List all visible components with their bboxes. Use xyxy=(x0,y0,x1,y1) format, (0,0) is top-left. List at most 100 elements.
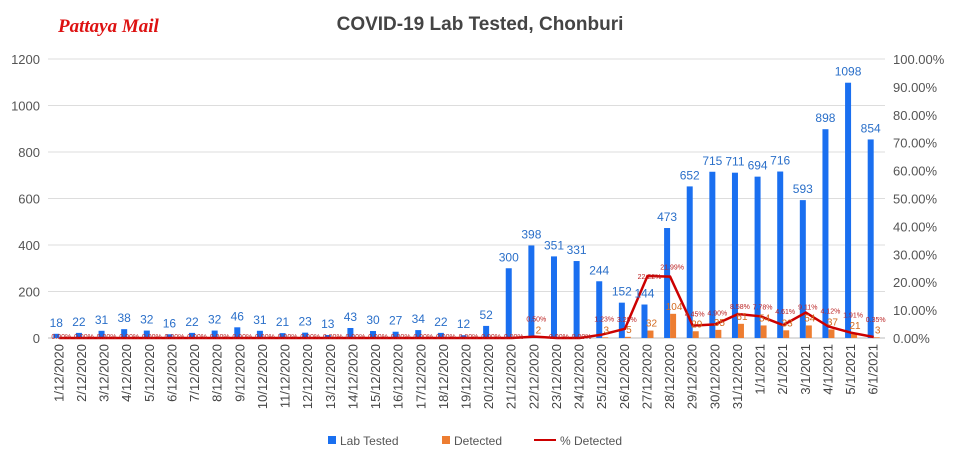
bar-lab-tested xyxy=(324,334,331,338)
data-label-lab-tested: 32 xyxy=(140,313,154,327)
bar-lab-tested xyxy=(799,200,806,338)
chart-title: COVID-19 Lab Tested, Chonburi xyxy=(336,14,624,35)
x-tick-label: 7/12/2020 xyxy=(187,344,202,402)
x-tick-label: 3/12/2020 xyxy=(97,344,112,402)
bar-lab-tested xyxy=(437,332,444,338)
bar-lab-tested xyxy=(867,139,874,338)
data-label-pct: 3.29% xyxy=(617,317,637,324)
bar-lab-tested xyxy=(754,176,761,338)
data-label-pct: 0.00% xyxy=(368,334,388,341)
y2-tick-label: 50.00% xyxy=(893,192,938,207)
data-label-lab-tested: 152 xyxy=(612,285,632,299)
bar-lab-tested xyxy=(143,330,150,338)
data-label-pct: 21.99% xyxy=(660,265,684,272)
data-label-detected: 33 xyxy=(782,318,794,329)
data-label-pct: 0.00% xyxy=(51,334,71,341)
data-label-pct: 0.00% xyxy=(278,334,298,341)
data-label-pct: 0.00% xyxy=(323,334,343,341)
x-tick-label: 3/1/2021 xyxy=(798,344,813,395)
data-label-lab-tested: 32 xyxy=(208,313,222,327)
y-tick-label: 1200 xyxy=(11,52,40,67)
bar-lab-tested xyxy=(279,333,286,338)
data-label-pct: 8.58% xyxy=(730,304,750,311)
data-label-pct: 7.78% xyxy=(753,304,773,311)
x-tick-label: 2/1/2021 xyxy=(775,344,790,395)
x-tick-label: 21/12/2020 xyxy=(504,344,519,409)
y2-tick-label: 80.00% xyxy=(893,108,938,123)
data-label-pct: 4.61% xyxy=(775,309,795,316)
y-tick-label: 400 xyxy=(18,238,40,253)
data-label-lab-tested: 22 xyxy=(185,315,199,329)
data-label-lab-tested: 300 xyxy=(499,250,519,264)
x-tick-label: 30/12/2020 xyxy=(707,344,722,409)
data-label-pct: 0.00% xyxy=(300,334,320,341)
data-label-lab-tested: 31 xyxy=(95,313,109,327)
data-label-pct: 9.11% xyxy=(798,305,817,312)
x-tick-label: 17/12/2020 xyxy=(413,344,428,409)
data-label-lab-tested: 34 xyxy=(412,312,426,326)
data-label-lab-tested: 1098 xyxy=(835,65,862,79)
bar-lab-tested xyxy=(302,332,309,338)
data-label-lab-tested: 244 xyxy=(589,263,609,277)
bar-detected xyxy=(647,330,654,338)
data-label-pct: 0.50% xyxy=(526,317,546,324)
data-label-pct: 4.45% xyxy=(685,312,705,319)
bar-lab-tested xyxy=(370,331,377,338)
bar-detected xyxy=(828,329,835,338)
data-label-lab-tested: 22 xyxy=(72,315,86,329)
data-label-pct: 0.00% xyxy=(142,334,162,341)
bar-lab-tested xyxy=(596,281,603,338)
data-label-detected: 61 xyxy=(736,312,748,323)
data-label-lab-tested: 854 xyxy=(861,121,881,135)
line-pct-detected xyxy=(59,274,874,340)
bar-lab-tested xyxy=(709,171,716,338)
data-label-lab-tested: 22 xyxy=(434,315,448,329)
x-tick-label: 16/12/2020 xyxy=(391,344,406,409)
data-label-lab-tested: 46 xyxy=(231,309,245,323)
y-tick-label: 200 xyxy=(18,285,40,300)
bar-lab-tested xyxy=(777,171,784,338)
bar-detected xyxy=(851,333,858,338)
y2-tick-label: 40.00% xyxy=(893,219,938,234)
data-label-lab-tested: 13 xyxy=(321,317,335,331)
bar-lab-tested xyxy=(460,335,467,338)
x-tick-label: 11/12/2020 xyxy=(278,344,293,408)
data-label-lab-tested: 351 xyxy=(544,238,564,252)
x-tick-label: 6/12/2020 xyxy=(164,344,179,402)
data-label-lab-tested: 694 xyxy=(748,159,768,173)
bar-lab-tested xyxy=(75,332,82,338)
data-label-pct: 0.00% xyxy=(391,334,411,341)
x-tick-label: 26/12/2020 xyxy=(617,344,632,409)
bar-lab-tested xyxy=(211,330,218,338)
data-label-detected: 29 xyxy=(691,319,703,330)
x-tick-label: 8/12/2020 xyxy=(210,344,225,402)
bar-detected xyxy=(737,323,744,338)
bar-detected xyxy=(602,337,609,338)
x-tick-label: 24/12/2020 xyxy=(572,344,587,409)
x-tick-label: 19/12/2020 xyxy=(459,344,474,409)
data-label-detected: 54 xyxy=(804,313,816,324)
legend-label: % Detected xyxy=(560,434,622,448)
bar-lab-tested xyxy=(166,334,173,338)
bar-lab-tested xyxy=(822,129,829,338)
bar-lab-tested xyxy=(53,333,60,338)
data-label-lab-tested: 38 xyxy=(117,311,131,325)
data-label-pct: 0.00% xyxy=(413,334,433,341)
data-label-lab-tested: 18 xyxy=(50,316,64,330)
x-tick-label: 9/12/2020 xyxy=(232,344,247,402)
bar-detected xyxy=(692,331,699,338)
x-tick-label: 22/12/2020 xyxy=(526,344,541,409)
data-label-pct: 0.00% xyxy=(436,334,456,341)
x-tick-label: 14/12/2020 xyxy=(345,344,360,409)
x-tick-label: 23/12/2020 xyxy=(549,344,564,409)
bar-detected xyxy=(760,325,767,338)
legend-label: Detected xyxy=(454,434,502,448)
x-tick-label: 2/12/2020 xyxy=(74,344,89,402)
data-label-pct: 0.00% xyxy=(459,334,479,341)
y2-tick-label: 30.00% xyxy=(893,247,938,262)
data-label-pct: 0.00% xyxy=(549,334,569,341)
x-tick-label: 28/12/2020 xyxy=(662,344,677,409)
bar-lab-tested xyxy=(505,268,512,338)
data-label-pct: 4.12% xyxy=(821,309,841,316)
